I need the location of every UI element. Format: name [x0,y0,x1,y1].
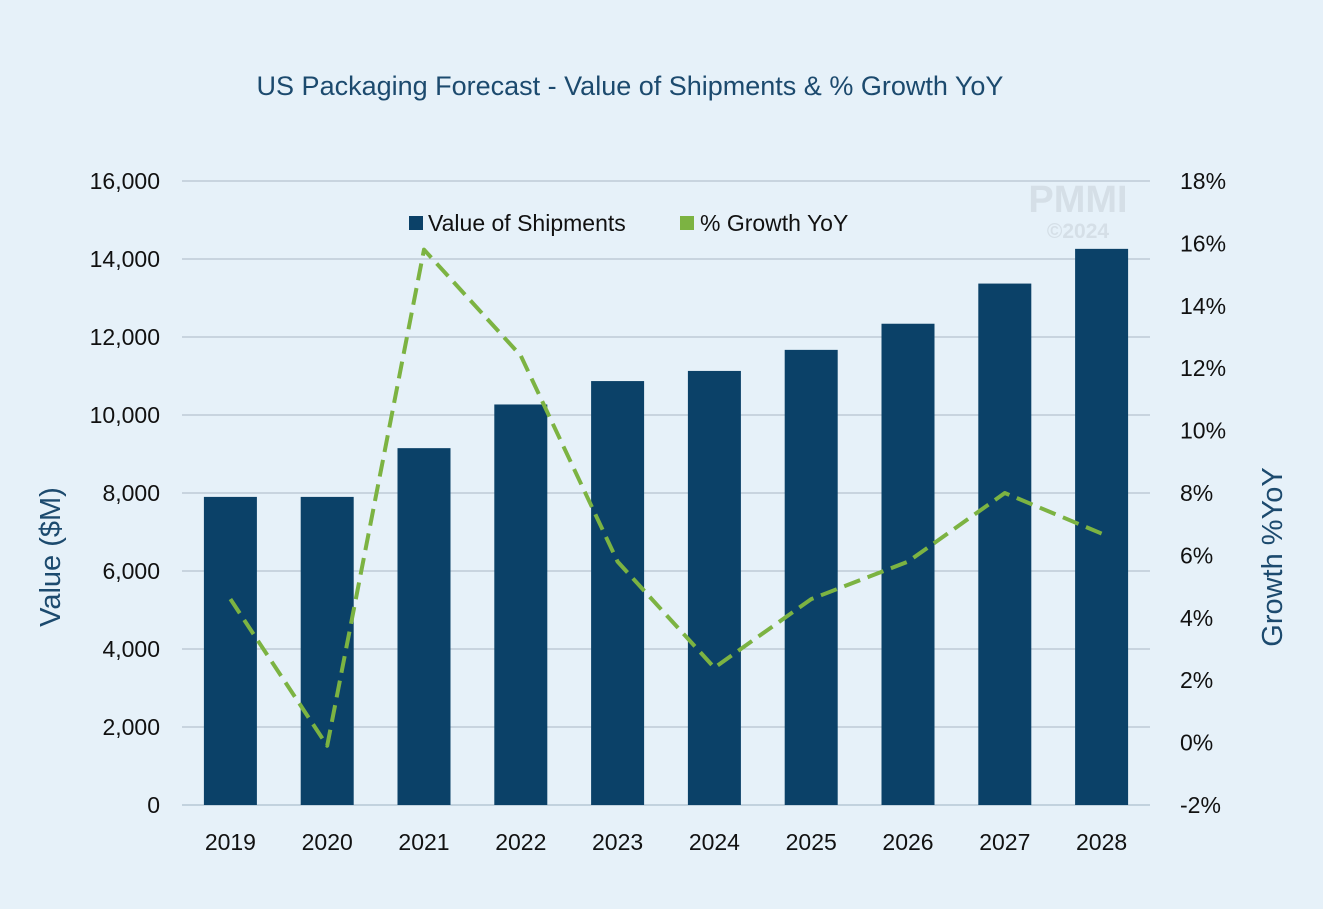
bar [397,448,451,805]
watermark-brand: PMMI [1028,179,1127,221]
y-tick-label: 16,000 [90,168,160,194]
pmmi-watermark: PMMI ©2024 [1028,179,1127,243]
x-tick-label: 2027 [979,829,1030,855]
x-tick-label: 2023 [592,829,643,855]
y2-tick-label: 14% [1180,293,1226,319]
legend-swatch-line [680,216,694,230]
y2-tick-label: 4% [1180,605,1213,631]
legend: Value of Shipments % Growth YoY [409,210,848,236]
y2-tick-label: 12% [1180,355,1226,381]
y2-tick-label: 6% [1180,542,1213,568]
y2-tick-label: 10% [1180,418,1226,444]
bar [881,323,935,805]
x-tick-label: 2026 [882,829,933,855]
y2-tick-label: 8% [1180,480,1213,506]
bar [203,496,257,805]
y2-tick-label: 0% [1180,730,1213,756]
y-tick-label: 6,000 [102,558,160,584]
bar [300,496,354,805]
bar [591,381,645,805]
y-tick-label: 14,000 [90,246,160,272]
x-axis-ticks: 2019 2020 2021 2022 2023 2024 2025 2026 2027 2028 [205,829,1127,855]
y-tick-label: 0 [147,792,160,818]
watermark-copyright: ©2024 [1047,220,1110,243]
x-tick-label: 2021 [398,829,449,855]
legend-label-line: % Growth YoY [700,210,848,236]
chart-title: US Packaging Forecast - Value of Shipmen… [257,71,1004,101]
x-tick-label: 2024 [689,829,740,855]
bar [687,370,741,805]
x-tick-label: 2025 [786,829,837,855]
y-tick-label: 10,000 [90,402,160,428]
bar [494,404,548,805]
x-tick-label: 2020 [302,829,353,855]
y-axis-right-title: Growth %YoY [1257,467,1289,646]
growth-line [228,247,1103,748]
legend-swatch-bar [409,216,423,230]
y-axis-right-ticks: -2% 0% 2% 4% 6% 8% 10% 12% 14% 16% 18% [1180,168,1226,818]
bar-series [203,248,1129,806]
y-axis-left-title: Value ($M) [35,487,67,627]
x-tick-label: 2028 [1076,829,1127,855]
y-axis-left-ticks: 0 2,000 4,000 6,000 8,000 10,000 12,000 14,000 1… [90,168,160,818]
y-tick-label: 8,000 [102,480,160,506]
y-tick-label: 2,000 [102,714,160,740]
legend-label-bar: Value of Shipments [428,210,626,236]
y2-tick-label: 18% [1180,168,1226,194]
y-tick-label: 4,000 [102,636,160,662]
bar [978,283,1032,805]
y2-tick-label: 2% [1180,667,1213,693]
line-series [228,247,1103,748]
x-tick-label: 2022 [495,829,546,855]
y2-tick-label: -2% [1180,792,1221,818]
y-tick-label: 12,000 [90,324,160,350]
bar [784,349,838,805]
x-tick-label: 2019 [205,829,256,855]
y2-tick-label: 16% [1180,230,1226,256]
bar [1075,248,1129,806]
